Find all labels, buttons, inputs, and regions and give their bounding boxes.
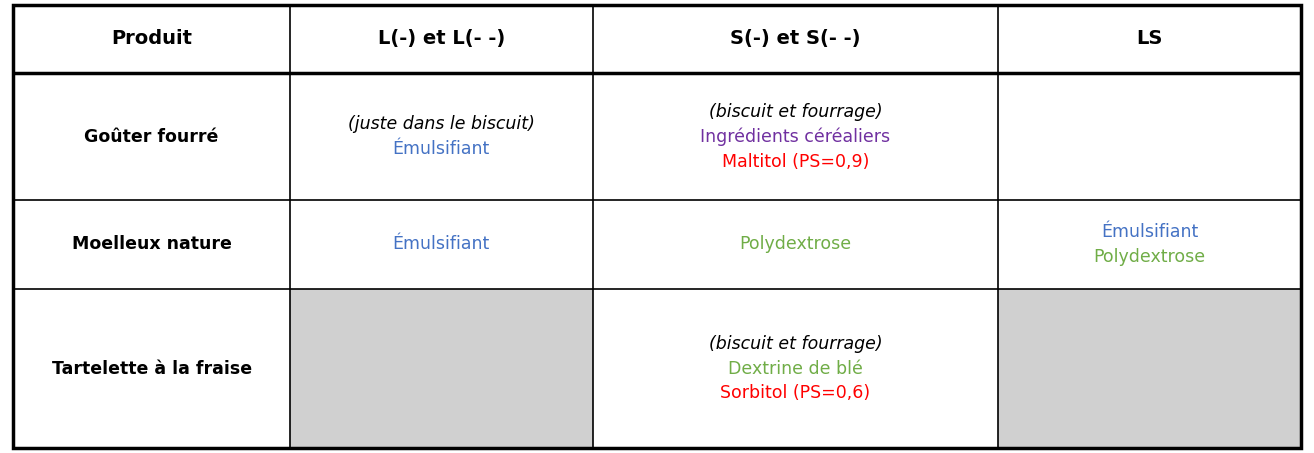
Text: Émulsifiant: Émulsifiant (1101, 223, 1198, 241)
Text: Tartelette à la fraise: Tartelette à la fraise (51, 360, 252, 377)
Text: Émulsifiant: Émulsifiant (393, 140, 490, 158)
Text: Polydextrose: Polydextrose (740, 235, 851, 253)
Text: (juste dans le biscuit): (juste dans le biscuit) (348, 115, 535, 133)
Text: Moelleux nature: Moelleux nature (72, 235, 231, 253)
Text: Sorbitol (PS=0,6): Sorbitol (PS=0,6) (720, 385, 870, 402)
Text: (biscuit et fourrage): (biscuit et fourrage) (708, 103, 882, 120)
Text: L(-) et L(- -): L(-) et L(- -) (377, 29, 505, 48)
Text: LS: LS (1137, 29, 1163, 48)
Text: Ingrédients céréaliers: Ingrédients céréaliers (700, 127, 891, 146)
Bar (290, 289, 593, 448)
Text: (biscuit et fourrage): (biscuit et fourrage) (708, 335, 882, 352)
Text: Produit: Produit (112, 29, 192, 48)
Text: Maltitol (PS=0,9): Maltitol (PS=0,9) (721, 153, 869, 170)
Text: Polydextrose: Polydextrose (1093, 248, 1206, 266)
Text: S(-) et S(- -): S(-) et S(- -) (731, 29, 861, 48)
Bar (999, 289, 1301, 448)
Text: Émulsifiant: Émulsifiant (393, 235, 490, 253)
Text: Goûter fourré: Goûter fourré (84, 128, 218, 145)
Text: Dextrine de blé: Dextrine de blé (728, 360, 863, 377)
